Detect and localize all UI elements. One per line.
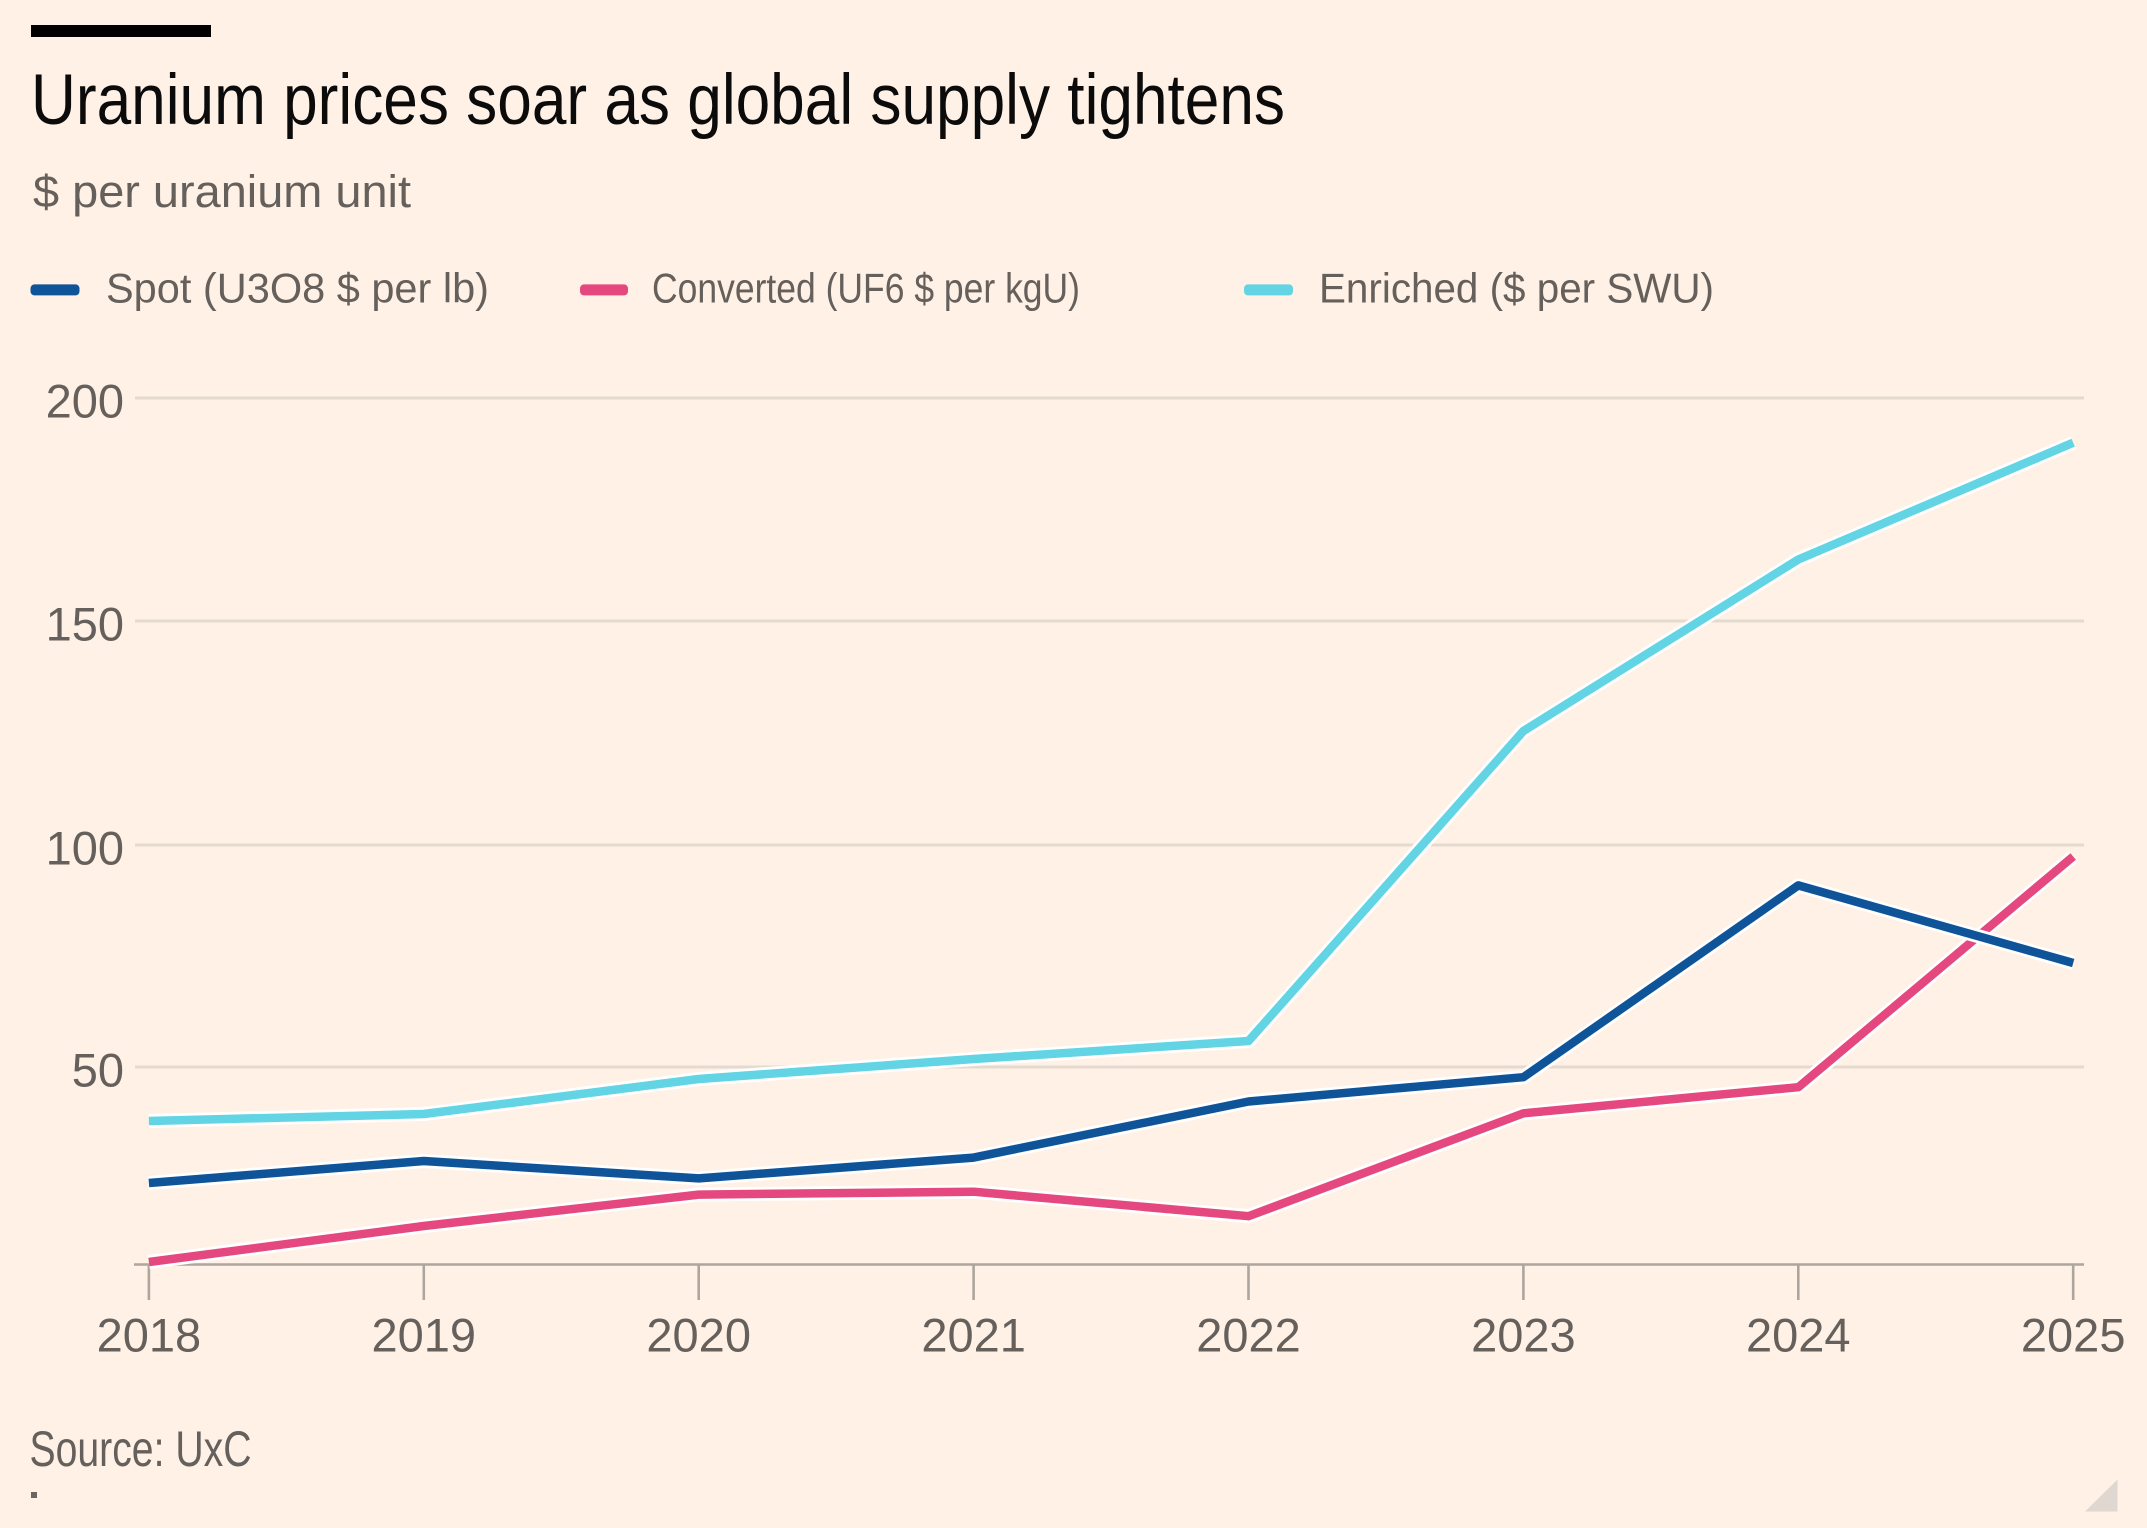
svg-text:2021: 2021 xyxy=(921,1309,1026,1362)
svg-text:200: 200 xyxy=(46,375,124,428)
svg-text:2019: 2019 xyxy=(372,1309,477,1362)
svg-text:2024: 2024 xyxy=(1746,1309,1851,1362)
svg-text:50: 50 xyxy=(72,1044,124,1097)
svg-text:2022: 2022 xyxy=(1196,1309,1301,1362)
svg-text:150: 150 xyxy=(46,598,124,651)
svg-text:2018: 2018 xyxy=(97,1309,202,1362)
svg-text:Spot (U3O8 $ per lb): Spot (U3O8 $ per lb) xyxy=(106,265,489,312)
svg-text:Converted (UF6 $ per kgU): Converted (UF6 $ per kgU) xyxy=(652,265,1080,312)
svg-text:100: 100 xyxy=(46,822,124,875)
svg-text:Enriched ($ per SWU): Enriched ($ per SWU) xyxy=(1319,265,1714,312)
svg-text:Source: UxC: Source: UxC xyxy=(30,1421,252,1477)
svg-text:2023: 2023 xyxy=(1471,1309,1576,1362)
svg-text:2025: 2025 xyxy=(2021,1309,2126,1362)
svg-text:Uranium prices soar as global: Uranium prices soar as global supply tig… xyxy=(31,61,1285,140)
svg-text:$ per uranium unit: $ per uranium unit xyxy=(33,166,412,217)
svg-text:2020: 2020 xyxy=(646,1309,751,1362)
